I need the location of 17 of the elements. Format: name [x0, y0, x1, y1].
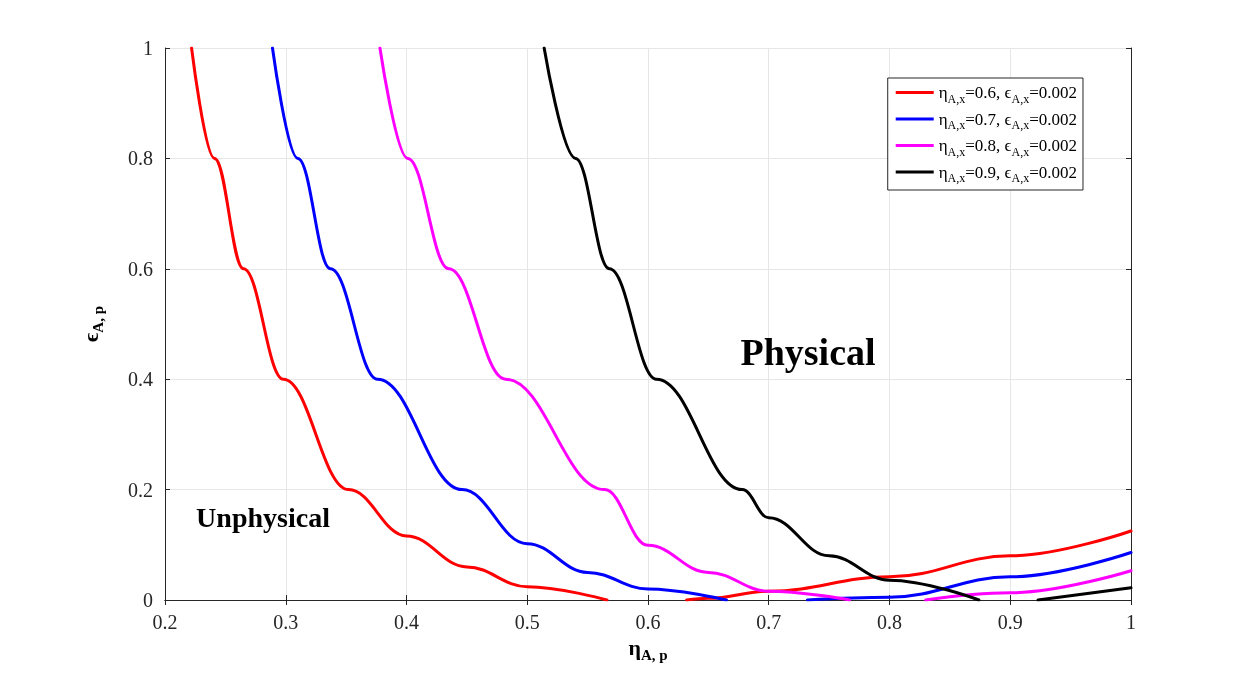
annotation: Physical	[740, 331, 876, 373]
x-tick-label: 0.4	[394, 611, 419, 633]
y-tick-label: 0	[143, 589, 153, 611]
annotation: Unphysical	[196, 501, 331, 533]
y-axis-title: ϵA, p	[78, 306, 106, 342]
x-tick-label: 0.9	[997, 611, 1023, 633]
x-tick-label: 0.5	[514, 611, 540, 633]
y-tick-label: 0.6	[128, 257, 153, 280]
y-tick-label: 0.2	[128, 478, 153, 501]
x-tick-label: 0.3	[273, 611, 299, 633]
x-tick-label: 0.7	[756, 611, 782, 633]
x-tick-label: 0.6	[635, 611, 661, 633]
y-tick-label: 1	[143, 37, 153, 59]
x-tick-label: 1	[1126, 611, 1136, 633]
y-tick-label: 0.8	[128, 147, 153, 170]
y-tick-label: 0.4	[128, 368, 153, 391]
x-tick-label: 0.8	[877, 611, 902, 633]
